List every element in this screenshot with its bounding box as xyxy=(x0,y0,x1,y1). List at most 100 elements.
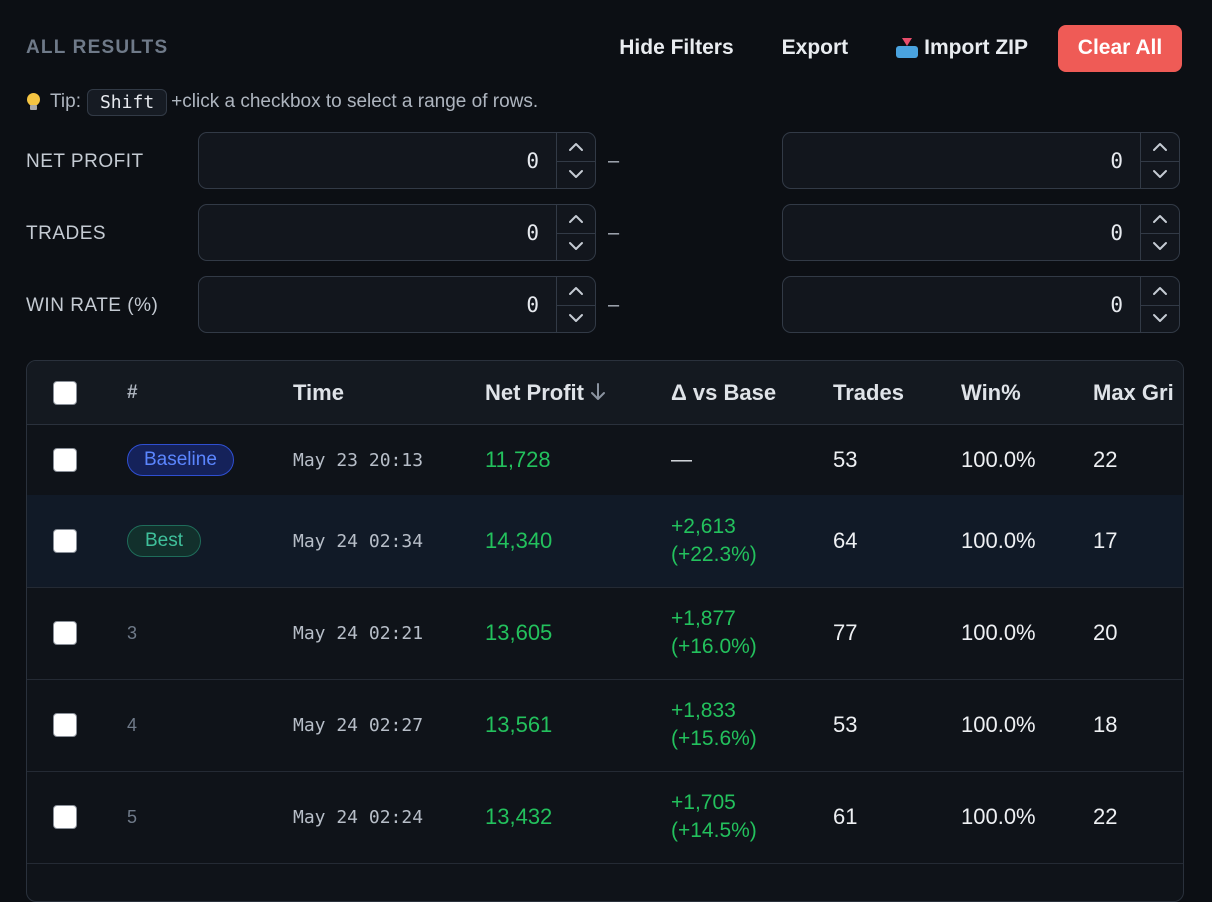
chevron-up-icon[interactable] xyxy=(557,205,595,234)
chevron-up-icon[interactable] xyxy=(557,277,595,306)
row-time: May 24 02:24 xyxy=(293,806,424,828)
filter-max-value: 0 xyxy=(1110,293,1123,317)
tip-prefix: Tip: xyxy=(50,91,81,112)
row-index: 5 xyxy=(127,806,138,827)
table-row[interactable]: 4 May 24 02:27 13,561 +1,833 (+15.6%) 53 100.0… xyxy=(27,679,1183,772)
row-trades: 53 xyxy=(833,447,858,472)
filter-max-input[interactable]: 0 xyxy=(782,204,1180,261)
row-checkbox[interactable] xyxy=(53,448,77,472)
column-max-grid[interactable]: Max Gri xyxy=(1093,380,1174,405)
filter-min-input[interactable]: 0 xyxy=(198,132,596,189)
filter-max-input[interactable]: 0 xyxy=(782,276,1180,333)
filter-label: NET PROFIT xyxy=(26,151,144,172)
table-row[interactable]: Best May 24 02:34 14,340 +2,613 (+22.3%) 64 10… xyxy=(27,495,1183,588)
column-net-profit-label: Net Profit xyxy=(485,380,584,405)
row-index: 3 xyxy=(127,622,138,643)
chevron-up-icon[interactable] xyxy=(1141,133,1179,162)
import-zip-button[interactable]: Import ZIP xyxy=(896,36,1028,60)
row-trades: 77 xyxy=(833,620,858,645)
column-time[interactable]: Time xyxy=(293,380,344,405)
column-trades[interactable]: Trades xyxy=(833,380,904,405)
row-index-cell: 5 xyxy=(127,771,137,863)
row-delta: — xyxy=(671,425,692,495)
row-trades: 64 xyxy=(833,528,858,553)
row-max-grid: 18 xyxy=(1093,712,1118,737)
row-net-profit: 14,340 xyxy=(485,528,553,553)
row-delta-value: +2,613 xyxy=(671,515,736,538)
table-row[interactable]: 3 May 24 02:21 13,605 +1,877 (+16.0%) 77 100.0… xyxy=(27,587,1183,680)
row-delta-percent: (+16.0%) xyxy=(671,635,757,658)
column-win-rate[interactable]: Win% xyxy=(961,380,1021,405)
chevron-down-icon[interactable] xyxy=(1141,304,1179,332)
range-separator: – xyxy=(608,150,620,172)
row-time: May 23 20:13 xyxy=(293,449,424,471)
filter-max-stepper[interactable] xyxy=(1140,133,1179,188)
chevron-up-icon[interactable] xyxy=(1141,205,1179,234)
table-row[interactable]: Baseline May 23 20:13 11,728 — 53 100.0% 22 xyxy=(27,425,1183,496)
filter-min-stepper[interactable] xyxy=(556,205,595,260)
row-time: May 24 02:27 xyxy=(293,714,424,736)
filter-row: NET PROFIT 0 – 0 xyxy=(26,132,1182,191)
row-delta-value: +1,705 xyxy=(671,791,736,814)
row-checkbox[interactable] xyxy=(53,529,77,553)
filter-max-stepper[interactable] xyxy=(1140,205,1179,260)
inbox-tray-icon xyxy=(896,38,919,58)
chevron-down-icon[interactable] xyxy=(557,232,595,260)
row-trades: 53 xyxy=(833,712,858,737)
chevron-down-icon[interactable] xyxy=(557,160,595,188)
row-max-grid: 17 xyxy=(1093,528,1118,553)
shift-key-hint: Shift xyxy=(86,88,168,116)
tip-line: Tip: Shift +click a checkbox to select a… xyxy=(26,86,538,118)
filter-min-input[interactable]: 0 xyxy=(198,204,596,261)
table-row[interactable]: 5 May 24 02:24 13,432 +1,705 (+14.5%) 61 100.0… xyxy=(27,771,1183,864)
row-delta-percent: (+14.5%) xyxy=(671,819,757,842)
baseline-badge: Baseline xyxy=(127,444,234,476)
column-index[interactable]: # xyxy=(127,382,138,403)
range-separator: – xyxy=(608,294,620,316)
chevron-down-icon[interactable] xyxy=(1141,160,1179,188)
row-delta: +1,877 (+16.0%) xyxy=(671,587,757,679)
row-win-rate: 100.0% xyxy=(961,447,1036,472)
row-delta-percent: (+22.3%) xyxy=(671,543,757,566)
filter-min-stepper[interactable] xyxy=(556,133,595,188)
results-table: # Time Net Profit Δ vs Base Trades Win% … xyxy=(26,360,1184,902)
row-index: 4 xyxy=(127,714,138,735)
lightbulb-icon xyxy=(26,93,40,111)
export-button[interactable]: Export xyxy=(781,36,849,59)
row-delta-percent: (+15.6%) xyxy=(671,727,757,750)
row-delta-value: — xyxy=(671,448,692,471)
row-win-rate: 100.0% xyxy=(961,712,1036,737)
row-index-cell: Best xyxy=(127,495,202,587)
filter-label: TRADES xyxy=(26,223,107,244)
chevron-down-icon[interactable] xyxy=(1141,232,1179,260)
row-index-cell: Baseline xyxy=(127,425,234,495)
filter-min-input[interactable]: 0 xyxy=(198,276,596,333)
row-delta: +1,833 (+15.6%) xyxy=(671,679,757,771)
filter-min-value: 0 xyxy=(526,293,539,317)
filter-max-input[interactable]: 0 xyxy=(782,132,1180,189)
chevron-up-icon[interactable] xyxy=(557,133,595,162)
row-max-grid: 22 xyxy=(1093,804,1118,829)
row-checkbox[interactable] xyxy=(53,713,77,737)
filter-label: WIN RATE (%) xyxy=(26,295,159,316)
row-checkbox[interactable] xyxy=(53,805,77,829)
filter-max-value: 0 xyxy=(1110,221,1123,245)
filter-row: TRADES 0 – 0 xyxy=(26,204,1182,263)
row-net-profit: 13,605 xyxy=(485,620,553,645)
clear-all-button[interactable]: Clear All xyxy=(1058,24,1182,72)
range-separator: – xyxy=(608,222,620,244)
row-checkbox[interactable] xyxy=(53,621,77,645)
hide-filters-button[interactable]: Hide Filters xyxy=(619,36,734,59)
table-header: # Time Net Profit Δ vs Base Trades Win% … xyxy=(27,361,1183,425)
column-net-profit[interactable]: Net Profit xyxy=(485,361,606,424)
filter-max-stepper[interactable] xyxy=(1140,277,1179,332)
filter-min-value: 0 xyxy=(526,221,539,245)
filter-min-stepper[interactable] xyxy=(556,277,595,332)
select-all-checkbox[interactable] xyxy=(53,380,77,405)
row-net-profit: 13,432 xyxy=(485,804,553,829)
chevron-down-icon[interactable] xyxy=(557,304,595,332)
column-delta-vs-base[interactable]: Δ vs Base xyxy=(671,380,777,405)
chevron-up-icon[interactable] xyxy=(1141,277,1179,306)
arrow-down-icon xyxy=(590,363,606,426)
row-delta: +2,613 (+22.3%) xyxy=(671,495,757,587)
